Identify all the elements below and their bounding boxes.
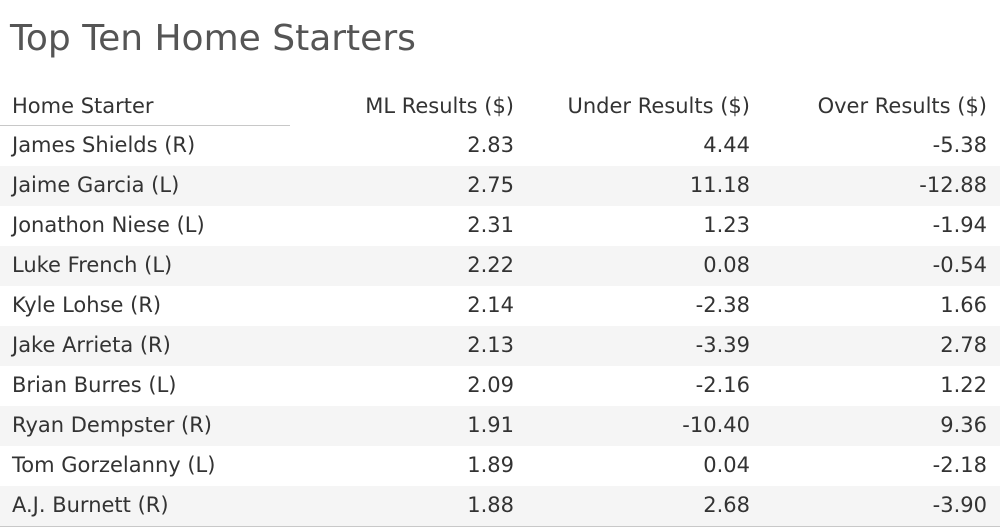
column-header-over-results[interactable]: Over Results ($) bbox=[817, 94, 987, 118]
cell-under-result: 0.08 bbox=[703, 253, 750, 277]
table-body: James Shields (R) 2.83 4.44 -5.38 Jaime Garc… bbox=[0, 126, 1000, 527]
column-header-under-results[interactable]: Under Results ($) bbox=[567, 94, 751, 118]
cell-under-result: 0.04 bbox=[703, 453, 750, 477]
cell-home-starter: Kyle Lohse (R) bbox=[12, 293, 162, 317]
cell-over-result: -12.88 bbox=[919, 173, 987, 197]
cell-over-result: -1.94 bbox=[932, 213, 987, 237]
table-row: Tom Gorzelanny (L) 1.89 0.04 -2.18 bbox=[0, 446, 1000, 486]
cell-home-starter: A.J. Burnett (R) bbox=[12, 493, 169, 517]
cell-ml-result: 2.09 bbox=[467, 373, 514, 397]
table-row: Jonathon Niese (L) 2.31 1.23 -1.94 bbox=[0, 206, 1000, 246]
cell-ml-result: 1.88 bbox=[467, 493, 514, 517]
cell-ml-result: 2.83 bbox=[467, 133, 514, 157]
cell-under-result: -2.16 bbox=[695, 373, 750, 397]
cell-over-result: 1.22 bbox=[940, 373, 987, 397]
table-row: A.J. Burnett (R) 1.88 2.68 -3.90 bbox=[0, 486, 1000, 526]
table-row: Jake Arrieta (R) 2.13 -3.39 2.78 bbox=[0, 326, 1000, 366]
cell-under-result: -10.40 bbox=[682, 413, 750, 437]
cell-over-result: -5.38 bbox=[932, 133, 987, 157]
table-row: Brian Burres (L) 2.09 -2.16 1.22 bbox=[0, 366, 1000, 406]
cell-ml-result: 2.13 bbox=[467, 333, 514, 357]
cell-ml-result: 2.75 bbox=[467, 173, 514, 197]
cell-under-result: 1.23 bbox=[703, 213, 750, 237]
table-bottom-divider bbox=[0, 526, 1000, 527]
page-title: Top Ten Home Starters bbox=[10, 18, 416, 59]
cell-home-starter: Jake Arrieta (R) bbox=[12, 333, 171, 357]
cell-home-starter: Brian Burres (L) bbox=[12, 373, 177, 397]
cell-ml-result: 1.91 bbox=[467, 413, 514, 437]
cell-under-result: 11.18 bbox=[689, 173, 750, 197]
table-row: Kyle Lohse (R) 2.14 -2.38 1.66 bbox=[0, 286, 1000, 326]
cell-ml-result: 2.22 bbox=[467, 253, 514, 277]
cell-ml-result: 2.31 bbox=[467, 213, 514, 237]
table-header-row: Home Starter ML Results ($) Under Result… bbox=[0, 88, 1000, 126]
cell-under-result: -2.38 bbox=[695, 293, 750, 317]
column-header-home-starter[interactable]: Home Starter bbox=[12, 94, 154, 118]
cell-home-starter: James Shields (R) bbox=[12, 133, 196, 157]
table-row: Luke French (L) 2.22 0.08 -0.54 bbox=[0, 246, 1000, 286]
column-header-ml-results[interactable]: ML Results ($) bbox=[365, 94, 514, 118]
cell-over-result: -3.90 bbox=[932, 493, 987, 517]
cell-home-starter: Tom Gorzelanny (L) bbox=[12, 453, 216, 477]
cell-ml-result: 1.89 bbox=[467, 453, 514, 477]
cell-under-result: 4.44 bbox=[703, 133, 750, 157]
cell-over-result: -2.18 bbox=[932, 453, 987, 477]
cell-under-result: 2.68 bbox=[703, 493, 750, 517]
cell-home-starter: Jaime Garcia (L) bbox=[12, 173, 180, 197]
cell-ml-result: 2.14 bbox=[467, 293, 514, 317]
cell-home-starter: Ryan Dempster (R) bbox=[12, 413, 212, 437]
cell-home-starter: Luke French (L) bbox=[12, 253, 173, 277]
table-row: James Shields (R) 2.83 4.44 -5.38 bbox=[0, 126, 1000, 166]
table-row: Jaime Garcia (L) 2.75 11.18 -12.88 bbox=[0, 166, 1000, 206]
cell-home-starter: Jonathon Niese (L) bbox=[12, 213, 205, 237]
cell-over-result: -0.54 bbox=[932, 253, 987, 277]
table-row: Ryan Dempster (R) 1.91 -10.40 9.36 bbox=[0, 406, 1000, 446]
cell-over-result: 2.78 bbox=[940, 333, 987, 357]
cell-under-result: -3.39 bbox=[695, 333, 750, 357]
header-divider bbox=[0, 125, 290, 126]
cell-over-result: 9.36 bbox=[940, 413, 987, 437]
cell-over-result: 1.66 bbox=[940, 293, 987, 317]
results-table: Home Starter ML Results ($) Under Result… bbox=[0, 88, 1000, 527]
